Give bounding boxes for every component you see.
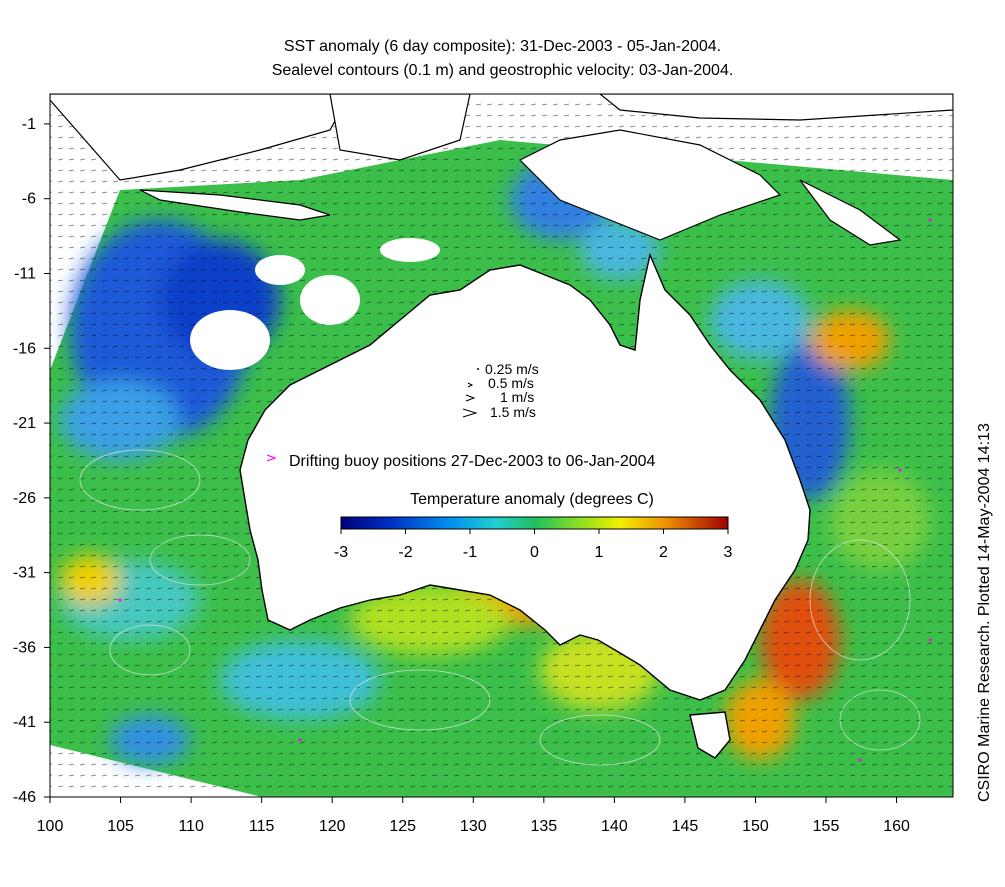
x-axis: 100 105 110 115 120 125 130 135 140 145 150 155 160 bbox=[37, 797, 910, 835]
credit-text: CSIRO Marine Research. Plotted 14-May-20… bbox=[976, 423, 993, 802]
y-tick-label: -16 bbox=[13, 340, 36, 357]
y-axis: -1 -6 -11 -16 -21 -26 -31 -36 -41 -46 bbox=[13, 116, 50, 806]
x-tick-label: 105 bbox=[107, 818, 134, 835]
y-tick-label: -11 bbox=[14, 265, 36, 282]
velocity-label-0.5: 0.5 m/s bbox=[488, 375, 534, 391]
velocity-label-1.5: 1.5 m/s bbox=[490, 404, 536, 420]
x-tick-label: 130 bbox=[460, 818, 487, 835]
colorbar-gradient bbox=[340, 516, 729, 530]
velocity-label-1: 1 m/s bbox=[500, 389, 534, 405]
colorbar-tick-label: 3 bbox=[724, 544, 733, 561]
colorbar-tick-label: -1 bbox=[463, 544, 477, 561]
tasmania-landmass bbox=[689, 711, 731, 759]
plot-frame bbox=[49, 93, 954, 798]
buoy-legend: Drifting buoy positions 27-Dec-2003 to 0… bbox=[266, 453, 656, 470]
x-tick-label: 150 bbox=[742, 818, 769, 835]
velocity-legend: 0.25 m/s 0.5 m/s 1 m/s 1.5 m/s bbox=[462, 361, 539, 420]
y-tick-label: -46 bbox=[13, 789, 36, 806]
y-tick-label: -1 bbox=[22, 116, 36, 133]
northern-landmasses bbox=[50, 94, 953, 246]
sealevel-contours bbox=[79, 449, 921, 766]
cloud-gaps bbox=[190, 238, 440, 370]
map-title-line-2: Sealevel contours (0.1 m) and geostrophi… bbox=[271, 62, 734, 79]
australia-landmass bbox=[239, 252, 811, 701]
velocity-arrow-1.5 bbox=[462, 408, 478, 418]
x-tick-label: 140 bbox=[601, 818, 628, 835]
y-tick-label: -41 bbox=[13, 714, 36, 731]
x-tick-label: 135 bbox=[530, 818, 557, 835]
colorbar-tick-label: 2 bbox=[659, 544, 668, 561]
y-tick-label: -31 bbox=[13, 565, 36, 582]
x-tick-label: 160 bbox=[883, 818, 910, 835]
velocity-arrow-0.5 bbox=[467, 382, 474, 388]
colorbar-ticks: -3 -2 -1 0 1 2 3 bbox=[334, 529, 733, 561]
buoy-positions bbox=[118, 218, 932, 762]
x-tick-label: 125 bbox=[389, 818, 416, 835]
x-tick-label: 115 bbox=[249, 818, 275, 835]
velocity-arrow-1 bbox=[465, 394, 476, 402]
colorbar: Temperature anomaly (degrees C) -3 -2 -1 0 1… bbox=[334, 491, 733, 561]
colorbar-tick-label: 1 bbox=[595, 544, 604, 561]
plot-area bbox=[50, 94, 953, 797]
velocity-label-0.25: 0.25 m/s bbox=[485, 361, 539, 377]
y-tick-label: -36 bbox=[13, 639, 36, 656]
x-tick-label: 110 bbox=[178, 818, 204, 835]
colorbar-title: Temperature anomaly (degrees C) bbox=[410, 491, 654, 508]
map-title-line-1: SST anomaly (6 day composite): 31-Dec-20… bbox=[283, 38, 722, 55]
x-tick-label: 100 bbox=[37, 818, 64, 835]
buoy-legend-marker bbox=[266, 454, 277, 462]
colorbar-tick-label: 0 bbox=[530, 544, 539, 561]
buoy-legend-label: Drifting buoy positions 27-Dec-2003 to 0… bbox=[289, 453, 656, 470]
y-tick-label: -21 bbox=[13, 415, 36, 432]
colorbar-tick-label: -3 bbox=[334, 544, 348, 561]
y-tick-label: -6 bbox=[22, 191, 36, 208]
colorbar-tick-label: -2 bbox=[398, 544, 412, 561]
x-tick-label: 120 bbox=[319, 818, 346, 835]
x-tick-label: 145 bbox=[672, 818, 699, 835]
y-tick-label: -26 bbox=[13, 490, 36, 507]
x-tick-label: 155 bbox=[813, 818, 840, 835]
